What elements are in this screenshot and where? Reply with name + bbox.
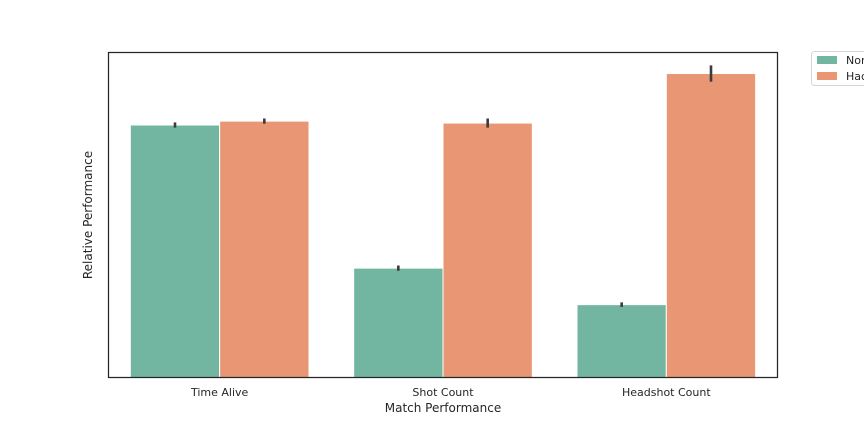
x-axis-label: Match Performance bbox=[385, 401, 501, 415]
legend-label-nor: Nor bbox=[846, 54, 864, 67]
bar-hac-shot-count bbox=[443, 123, 532, 378]
legend-label-hac: Hac bbox=[846, 70, 864, 83]
bar-hac-headshot-count bbox=[666, 74, 755, 378]
bar-nor-headshot-count bbox=[577, 305, 666, 378]
x-tick-label-time-alive: Time Alive bbox=[190, 386, 249, 399]
bar-hac-time-alive bbox=[220, 121, 309, 378]
y-axis-label: Relative Performance bbox=[81, 151, 95, 279]
x-tick-label-headshot-count: Headshot Count bbox=[622, 386, 711, 399]
x-tick-labels: Time Alive Shot Count Headshot Count bbox=[190, 386, 711, 399]
bar-nor-time-alive bbox=[130, 125, 219, 378]
legend-swatch-nor bbox=[817, 56, 837, 64]
bar-nor-shot-count bbox=[354, 268, 443, 378]
legend: Nor Hac bbox=[812, 52, 864, 86]
x-tick-label-shot-count: Shot Count bbox=[412, 386, 474, 399]
legend-swatch-hac bbox=[817, 72, 837, 80]
bars-layer bbox=[130, 74, 755, 378]
